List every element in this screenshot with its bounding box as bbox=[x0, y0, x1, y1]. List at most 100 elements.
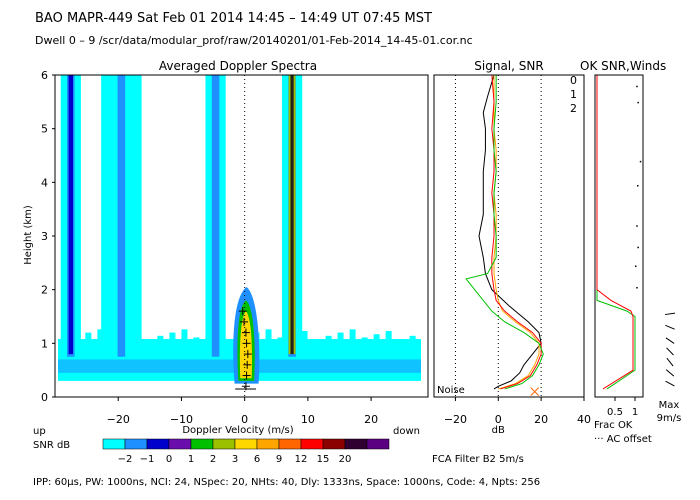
snr-legend-entry: 1 bbox=[570, 88, 577, 101]
x-tick-label: 20 bbox=[364, 413, 378, 426]
colorbar-tick-label: 1 bbox=[188, 454, 194, 465]
colorbar-tick-label: 0 bbox=[166, 454, 172, 465]
colorbar-tick-label: 2 bbox=[210, 454, 216, 465]
snr-x-marker bbox=[530, 387, 540, 396]
header-title: BAO MAPR-449 Sat Feb 01 2014 14:45 – 14:… bbox=[35, 11, 432, 26]
ac-offset-label: ··· AC offset bbox=[594, 434, 652, 445]
colorbar-tick-label: 12 bbox=[295, 454, 308, 465]
heatmap-band-edge bbox=[361, 337, 368, 341]
snr-xlabel: dB bbox=[492, 425, 505, 436]
heatmap-band-edge bbox=[181, 329, 188, 341]
heatmap-band-edge bbox=[277, 337, 284, 341]
heatmap-band-edge bbox=[385, 330, 392, 341]
x-tick-label: 0 bbox=[241, 413, 248, 426]
heatmap-title: Averaged Doppler Spectra bbox=[159, 59, 317, 73]
colorbar-cell bbox=[322, 438, 346, 450]
frac-ok-frame bbox=[594, 74, 644, 398]
label-up: up bbox=[33, 426, 46, 437]
heatmap-band-edge bbox=[397, 339, 404, 341]
colorbar-cell bbox=[212, 438, 236, 450]
heatmap-stripe-core bbox=[211, 75, 220, 357]
colorbar-cell bbox=[168, 438, 192, 450]
frac-ok-x-tick-label: 0.5 bbox=[607, 407, 623, 418]
label-down: down bbox=[393, 426, 420, 437]
heatmap-band-edge bbox=[265, 329, 272, 341]
y-tick-label: 4 bbox=[41, 176, 48, 189]
noise-label: Noise bbox=[437, 385, 465, 396]
heatmap-band-edge bbox=[193, 337, 200, 341]
heatmap-band-edge bbox=[301, 330, 308, 341]
heatmap-stripe-core bbox=[117, 75, 126, 357]
snr-x-tick-label: 40 bbox=[577, 413, 591, 426]
ac-offset-dot bbox=[636, 85, 638, 88]
colorbar-cell bbox=[366, 438, 390, 450]
snr-x-tick-label: 0 bbox=[495, 413, 502, 426]
heatmap-band-edge bbox=[229, 339, 236, 341]
y-tick-label: 6 bbox=[41, 69, 48, 82]
wind-barb bbox=[665, 324, 675, 330]
ac-offset-dot bbox=[635, 265, 637, 268]
wind-barb bbox=[666, 357, 674, 367]
winds-scale-label: 9m/s bbox=[657, 413, 682, 424]
snr-series-line bbox=[465, 75, 544, 390]
snr-title: Signal, SNR bbox=[474, 59, 543, 73]
heatmap-band-edge bbox=[97, 329, 104, 341]
heatmap-band-edge bbox=[313, 339, 320, 341]
heatmap-band-edge bbox=[337, 332, 344, 341]
winds-max-label: Max bbox=[659, 400, 680, 411]
colorbar-cell bbox=[300, 438, 324, 450]
colorbar-cell bbox=[278, 438, 302, 450]
heatmap-band-edge bbox=[349, 329, 356, 341]
colorbar-tick-label: 9 bbox=[276, 454, 282, 465]
heatmap-band-edge bbox=[373, 334, 380, 341]
y-tick-label: 1 bbox=[41, 337, 48, 350]
ac-offset-dot bbox=[637, 185, 639, 187]
colorbar-cell bbox=[256, 438, 280, 450]
frac-ok-x-tick-label: 1 bbox=[632, 407, 638, 418]
heatmap-xlabel: Doppler Velocity (m/s) bbox=[182, 425, 293, 436]
ac-offset-dot bbox=[637, 246, 639, 249]
colorbar-tick-label: −2 bbox=[118, 454, 133, 465]
heatmap-band-edge bbox=[85, 332, 92, 341]
colorbar-tick-label: 20 bbox=[339, 454, 352, 465]
heatmap-band-edge bbox=[145, 339, 152, 341]
frac-ok-line bbox=[596, 75, 636, 390]
ac-offset-dot bbox=[639, 160, 642, 163]
snr-x-tick-label: −20 bbox=[444, 413, 467, 426]
colorbar-cell bbox=[234, 438, 258, 450]
heatmap-ylabel: Height (km) bbox=[23, 205, 34, 265]
snr-x-tick-label: 20 bbox=[534, 413, 548, 426]
y-tick-label: 2 bbox=[41, 284, 48, 297]
colorbar-cell bbox=[124, 438, 148, 450]
heatmap-stripe-dark bbox=[68, 75, 74, 355]
wind-barb bbox=[665, 380, 675, 387]
colorbar-cell bbox=[190, 438, 214, 450]
header-dwell: Dwell 0 – 9 /scr/data/modular_prof/raw/2… bbox=[35, 34, 473, 47]
ac-offset-dot bbox=[636, 286, 638, 289]
colorbar-label: SNR dB bbox=[33, 440, 70, 451]
colorbar-tick-label: 15 bbox=[317, 454, 330, 465]
y-tick-label: 5 bbox=[41, 123, 48, 136]
y-tick-label: 0 bbox=[41, 391, 48, 404]
ok-winds-title: OK SNR,Winds bbox=[580, 59, 666, 73]
frac-ok-line bbox=[596, 75, 634, 390]
frac-ok-label: Frac OK bbox=[594, 420, 633, 431]
snr-series-line bbox=[491, 74, 542, 390]
fca-filter-label: FCA Filter B2 5m/s bbox=[432, 454, 524, 465]
wind-barb bbox=[665, 369, 675, 377]
colorbar-tick-label: 6 bbox=[254, 454, 260, 465]
wind-barb bbox=[665, 337, 675, 344]
ac-offset-dot bbox=[636, 225, 638, 227]
x-tick-label: −10 bbox=[170, 413, 193, 426]
colorbar-tick-label: 3 bbox=[232, 454, 238, 465]
heatmap-band-edge bbox=[325, 335, 332, 341]
heatmap-band-edge bbox=[169, 332, 176, 341]
snr-legend-entry: 0 bbox=[570, 74, 577, 87]
heatmap-band-edge bbox=[409, 335, 416, 341]
colorbar-cell bbox=[344, 438, 368, 450]
wind-barb bbox=[664, 312, 676, 316]
y-tick-label: 3 bbox=[41, 230, 48, 243]
wind-barb bbox=[666, 347, 674, 356]
x-tick-label: −20 bbox=[107, 413, 130, 426]
